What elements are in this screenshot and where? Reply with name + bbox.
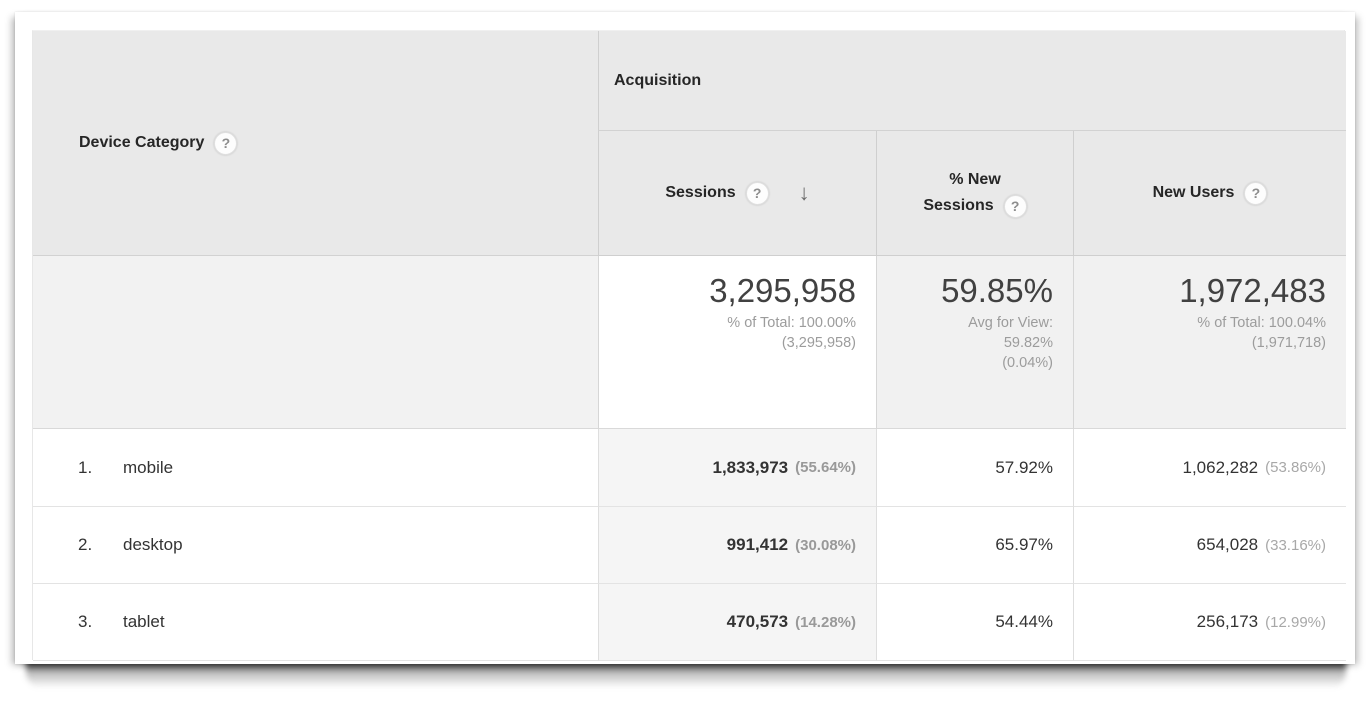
column-header-sessions[interactable]: Sessions ? ↓ bbox=[598, 131, 876, 256]
pct-new-sessions-header-line1: % New bbox=[949, 171, 1001, 188]
new-users-value: 654,028 bbox=[1196, 535, 1259, 554]
pct-new-sessions-total-value: 59.85% bbox=[941, 272, 1053, 309]
table-row-dimension: 1. mobile bbox=[33, 429, 598, 507]
table-row-dimension: 2. desktop bbox=[33, 507, 598, 584]
sessions-share: (30.08%) bbox=[795, 536, 856, 554]
new-users-value: 1,062,282 bbox=[1182, 457, 1259, 477]
row-rank: 1. bbox=[78, 457, 93, 477]
summary-dimension-cell bbox=[33, 256, 598, 429]
help-icon[interactable]: ? bbox=[214, 131, 238, 155]
device-link-tablet[interactable]: tablet bbox=[123, 612, 165, 631]
pct-new-sessions-value: 54.44% bbox=[995, 612, 1053, 631]
pct-new-sessions-value: 57.92% bbox=[995, 457, 1053, 477]
pct-new-sessions-total-subtext: Avg for View: 59.82% (0.04%) bbox=[968, 315, 1053, 371]
help-icon[interactable]: ? bbox=[1003, 194, 1027, 218]
help-icon[interactable]: ? bbox=[1244, 181, 1268, 205]
pct-new-sessions-cell: 57.92% bbox=[876, 429, 1073, 507]
group-header-acquisition: Acquisition bbox=[598, 31, 1346, 131]
new-users-total-subtext: % of Total: 100.04% (1,971,718) bbox=[1197, 315, 1326, 351]
new-users-total-value: 1,972,483 bbox=[1179, 272, 1326, 309]
help-icon[interactable]: ? bbox=[745, 181, 769, 205]
new-users-share: (12.99%) bbox=[1265, 613, 1326, 631]
new-users-share: (33.16%) bbox=[1265, 536, 1326, 554]
sessions-header-label: Sessions bbox=[665, 184, 736, 201]
sort-descending-icon: ↓ bbox=[798, 180, 810, 205]
new-users-cell: 654,028 (33.16%) bbox=[1073, 507, 1346, 584]
new-users-cell: 256,173 (12.99%) bbox=[1073, 584, 1346, 661]
device-link-desktop[interactable]: desktop bbox=[123, 535, 183, 554]
sessions-cell: 470,573 (14.28%) bbox=[598, 584, 876, 661]
new-users-cell: 1,062,282 (53.86%) bbox=[1073, 429, 1346, 507]
column-header-pct-new-sessions[interactable]: % New Sessions ? bbox=[876, 131, 1073, 256]
sessions-value: 1,833,973 bbox=[712, 457, 789, 477]
pct-new-sessions-cell: 65.97% bbox=[876, 507, 1073, 584]
pct-new-sessions-header-line2: Sessions bbox=[923, 197, 994, 214]
sessions-total-value: 3,295,958 bbox=[709, 272, 856, 309]
report-table-card: Device Category ? Acquisition Sessions ?… bbox=[15, 12, 1355, 664]
column-header-new-users[interactable]: New Users ? bbox=[1073, 131, 1346, 256]
summary-new-users-cell: 1,972,483 % of Total: 100.04% (1,971,718… bbox=[1073, 256, 1346, 429]
sessions-cell: 991,412 (30.08%) bbox=[598, 507, 876, 584]
sessions-share: (14.28%) bbox=[795, 613, 856, 631]
sessions-cell: 1,833,973 (55.64%) bbox=[598, 429, 876, 507]
sessions-total-subtext: % of Total: 100.00% (3,295,958) bbox=[727, 315, 856, 351]
sessions-value: 991,412 bbox=[726, 535, 789, 554]
summary-pct-new-sessions-cell: 59.85% Avg for View: 59.82% (0.04%) bbox=[876, 256, 1073, 429]
sessions-share: (55.64%) bbox=[795, 459, 856, 476]
row-rank: 3. bbox=[78, 612, 93, 631]
pct-new-sessions-cell: 54.44% bbox=[876, 584, 1073, 661]
sessions-value: 470,573 bbox=[726, 612, 789, 631]
pct-new-sessions-value: 65.97% bbox=[995, 535, 1053, 554]
new-users-header-label: New Users bbox=[1152, 184, 1235, 201]
device-link-mobile[interactable]: mobile bbox=[123, 457, 174, 477]
acquisition-header-label: Acquisition bbox=[614, 71, 702, 89]
new-users-share: (53.86%) bbox=[1265, 459, 1326, 476]
summary-sessions-cell: 3,295,958 % of Total: 100.00% (3,295,958… bbox=[598, 256, 876, 429]
device-category-header-label: Device Category bbox=[79, 134, 205, 151]
row-rank: 2. bbox=[78, 535, 93, 554]
table-row-dimension: 3. tablet bbox=[33, 584, 598, 661]
new-users-value: 256,173 bbox=[1196, 612, 1259, 631]
device-category-table: Device Category ? Acquisition Sessions ?… bbox=[32, 30, 1346, 661]
column-header-device-category[interactable]: Device Category ? bbox=[33, 31, 598, 256]
